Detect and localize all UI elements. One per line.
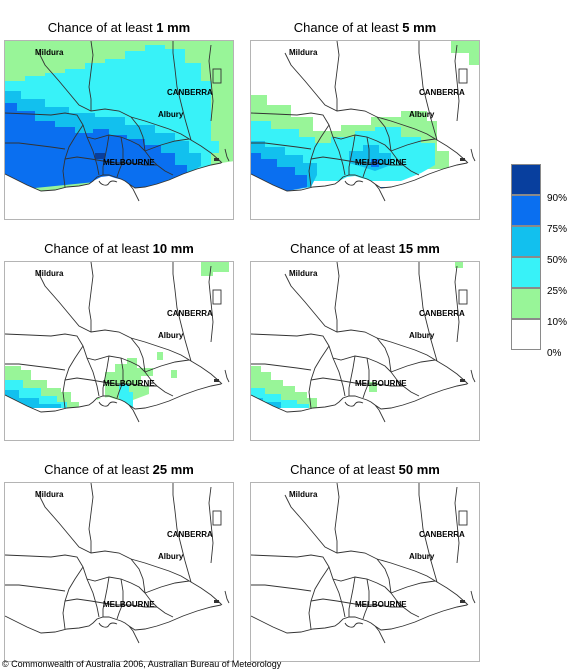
title-amount: 5 (402, 20, 410, 35)
rain-probability-map: Mildura CANBERRA Albury MELBOURNE (4, 261, 234, 441)
panel-title: Chance of at least 5 mm (250, 19, 480, 37)
legend-swatch-50 (511, 226, 541, 257)
rain-probability-map: Mildura CANBERRA Albury MELBOURNE (250, 261, 480, 441)
title-prefix: Chance of at least (293, 20, 399, 35)
copyright-footer: © Commonwealth of Australia 2006, Austra… (2, 659, 282, 669)
title-prefix: Chance of at least (290, 462, 395, 477)
label-albury: Albury (409, 110, 435, 119)
panel-title: Chance of at least 10 mm (4, 240, 234, 258)
label-canberra: CANBERRA (167, 88, 213, 97)
title-unit: mm (170, 462, 194, 477)
probability-legend: 90% 75% 50% 25% 10% 0% (511, 164, 567, 359)
label-albury: Albury (158, 331, 184, 340)
title-unit: mm (413, 20, 437, 35)
legend-swatch-75 (511, 195, 541, 226)
label-albury: Albury (409, 552, 435, 561)
label-mildura: Mildura (35, 269, 64, 278)
label-mildura: Mildura (35, 48, 64, 57)
panel-title: Chance of at least 50 mm (250, 461, 480, 479)
title-amount: 10 (152, 241, 168, 256)
label-canberra: CANBERRA (167, 309, 213, 318)
label-melbourne: MELBOURNE (103, 379, 155, 388)
title-amount: 50 (398, 462, 414, 477)
label-melbourne: MELBOURNE (355, 379, 407, 388)
rain-probability-map: Mildura CANBERRA Albury MELBOURNE (4, 482, 234, 662)
title-prefix: Chance of at least (47, 20, 153, 35)
legend-label-25: 25% (547, 286, 568, 297)
legend-swatch-90 (511, 164, 541, 195)
label-canberra: CANBERRA (419, 530, 465, 539)
label-canberra: CANBERRA (419, 309, 465, 318)
label-mildura: Mildura (289, 269, 318, 278)
rain-probability-map: Mildura CANBERRA Albury MELBOURNE (250, 482, 480, 662)
title-unit: mm (416, 241, 440, 256)
label-albury: Albury (158, 552, 184, 561)
legend-label-50: 50% (547, 255, 568, 266)
rain-probability-map: Mildura CANBERRA Albury MELBOURNE (250, 40, 480, 220)
title-prefix: Chance of at least (44, 462, 149, 477)
legend-swatch-10 (511, 288, 541, 319)
title-unit: mm (416, 462, 440, 477)
title-amount: 25 (152, 462, 168, 477)
label-melbourne: MELBOURNE (103, 158, 155, 167)
label-albury: Albury (158, 110, 184, 119)
label-melbourne: MELBOURNE (103, 600, 155, 609)
title-amount: 15 (398, 241, 414, 256)
legend-label-75: 75% (547, 224, 568, 235)
legend-label-0: 0% (547, 348, 562, 359)
rain-probability-map: Mildura CANBERRA Albury MELBOURNE (4, 40, 234, 220)
panel-title: Chance of at least 1 mm (4, 19, 234, 37)
label-mildura: Mildura (289, 48, 318, 57)
label-canberra: CANBERRA (419, 88, 465, 97)
legend-label-90: 90% (547, 193, 568, 204)
title-prefix: Chance of at least (290, 241, 395, 256)
label-mildura: Mildura (35, 490, 64, 499)
panel-title: Chance of at least 15 mm (250, 240, 480, 258)
label-albury: Albury (409, 331, 435, 340)
label-canberra: CANBERRA (167, 530, 213, 539)
label-melbourne: MELBOURNE (355, 158, 407, 167)
label-mildura: Mildura (289, 490, 318, 499)
panel-title: Chance of at least 25 mm (4, 461, 234, 479)
legend-swatch-0 (511, 319, 541, 350)
title-amount: 1 (156, 20, 164, 35)
label-melbourne: MELBOURNE (355, 600, 407, 609)
legend-swatch-25 (511, 257, 541, 288)
title-unit: mm (170, 241, 194, 256)
legend-label-10: 10% (547, 317, 568, 328)
title-prefix: Chance of at least (44, 241, 149, 256)
title-unit: mm (167, 20, 191, 35)
